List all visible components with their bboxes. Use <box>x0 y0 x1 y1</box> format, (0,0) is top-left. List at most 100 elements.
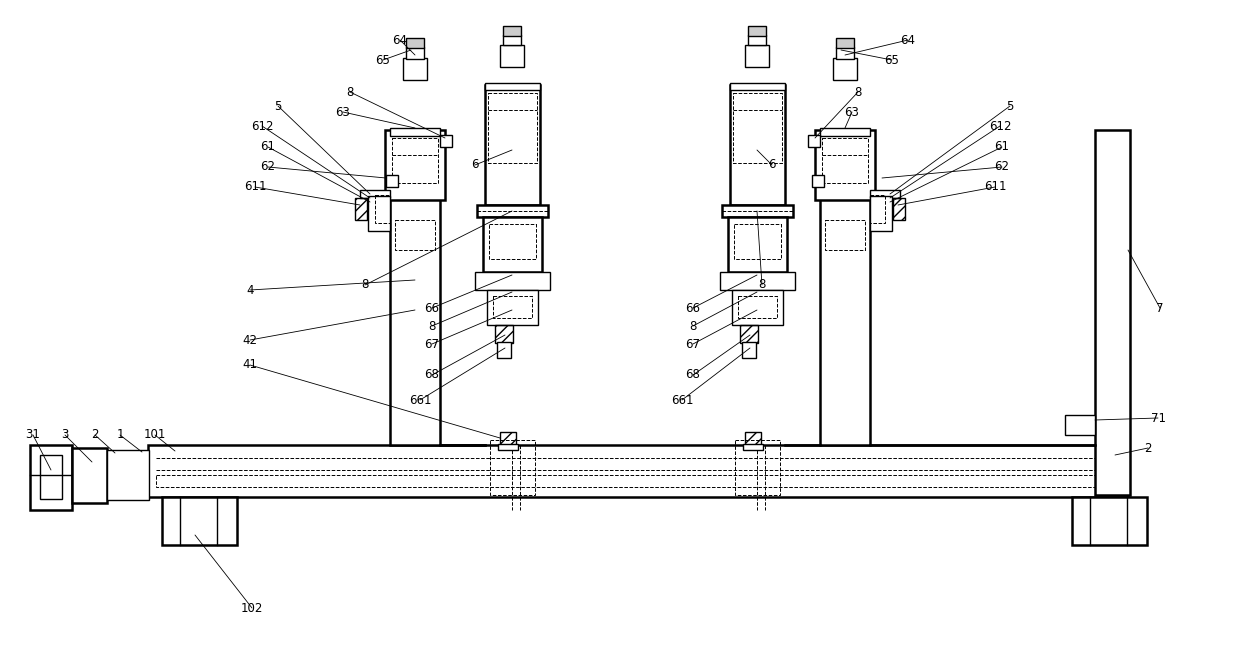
Text: 4: 4 <box>247 284 254 297</box>
Bar <box>738 296 777 318</box>
Text: 42: 42 <box>243 333 258 346</box>
Bar <box>355 198 367 220</box>
Bar <box>745 45 769 67</box>
Text: 67: 67 <box>424 337 439 350</box>
Text: 66: 66 <box>686 301 701 314</box>
Bar <box>728 217 787 272</box>
Text: 101: 101 <box>144 428 166 441</box>
Text: 68: 68 <box>424 369 439 381</box>
Text: 8: 8 <box>689 320 697 333</box>
Text: 8: 8 <box>361 278 368 291</box>
Bar <box>870 195 885 223</box>
Bar <box>440 135 453 147</box>
Bar <box>730 85 785 205</box>
Bar <box>742 342 756 358</box>
Bar <box>396 220 435 250</box>
Bar <box>156 475 1120 487</box>
Text: 8: 8 <box>759 278 765 291</box>
Bar <box>732 290 782 325</box>
Bar <box>743 444 763 450</box>
Bar <box>487 290 538 325</box>
Bar <box>489 224 536 259</box>
Bar <box>30 445 72 510</box>
Bar <box>405 47 424 59</box>
Bar <box>72 448 107 503</box>
Bar <box>391 128 440 136</box>
Bar <box>148 445 1128 497</box>
Bar <box>384 130 445 200</box>
Text: 31: 31 <box>26 428 41 441</box>
Bar <box>870 196 892 231</box>
Bar <box>107 450 149 500</box>
Bar <box>722 205 794 217</box>
Bar <box>820 195 870 445</box>
Bar <box>475 272 551 290</box>
Bar <box>734 224 781 259</box>
Text: 65: 65 <box>884 54 899 67</box>
Bar <box>893 198 905 220</box>
Text: 63: 63 <box>336 105 351 119</box>
Bar <box>836 47 854 59</box>
Text: 612: 612 <box>250 119 273 132</box>
Bar <box>503 35 521 45</box>
Bar <box>391 195 440 445</box>
Bar <box>740 325 758 343</box>
Bar <box>495 325 513 343</box>
Text: 67: 67 <box>686 337 701 350</box>
Bar <box>1095 130 1130 495</box>
Text: 8: 8 <box>346 86 353 98</box>
Bar <box>825 220 866 250</box>
Text: 62: 62 <box>260 160 275 174</box>
Bar <box>40 455 62 499</box>
Bar <box>368 196 391 231</box>
Text: 68: 68 <box>686 369 701 381</box>
Bar <box>730 83 785 90</box>
Text: 66: 66 <box>424 301 439 314</box>
Text: 61: 61 <box>260 141 275 153</box>
Bar <box>735 440 780 495</box>
Bar <box>494 296 532 318</box>
Bar <box>820 128 870 136</box>
Bar <box>836 38 854 48</box>
Bar <box>748 35 766 45</box>
Text: 6: 6 <box>471 159 479 172</box>
Bar <box>392 138 438 183</box>
Bar <box>833 58 857 80</box>
Text: 64: 64 <box>900 33 915 47</box>
Bar <box>498 444 518 450</box>
Text: 2: 2 <box>92 428 99 441</box>
Bar <box>1065 415 1095 435</box>
Bar <box>745 432 761 446</box>
Text: 5: 5 <box>1007 100 1013 113</box>
Bar <box>503 26 521 36</box>
Text: 102: 102 <box>241 601 263 614</box>
Text: 1: 1 <box>117 428 124 441</box>
Bar <box>733 93 782 163</box>
Bar <box>815 130 875 200</box>
Bar <box>485 85 539 205</box>
Bar <box>489 93 537 163</box>
Bar <box>497 342 511 358</box>
Text: 661: 661 <box>671 394 693 407</box>
Bar <box>500 432 516 446</box>
Bar <box>162 497 237 545</box>
Bar <box>485 83 539 90</box>
Text: 62: 62 <box>994 160 1009 174</box>
Bar <box>403 58 427 80</box>
Bar <box>1073 497 1147 545</box>
Text: 6: 6 <box>769 159 776 172</box>
Bar <box>870 190 900 198</box>
Text: 8: 8 <box>854 86 862 98</box>
Text: 65: 65 <box>376 54 391 67</box>
Text: 64: 64 <box>393 33 408 47</box>
Text: 661: 661 <box>409 394 432 407</box>
Bar <box>360 190 391 198</box>
Bar <box>477 205 548 217</box>
Bar <box>405 38 424 48</box>
Bar <box>490 440 534 495</box>
Text: 8: 8 <box>428 320 435 333</box>
Text: 41: 41 <box>243 358 258 371</box>
Bar <box>156 475 1120 487</box>
Bar <box>386 175 398 187</box>
Bar <box>374 195 391 223</box>
